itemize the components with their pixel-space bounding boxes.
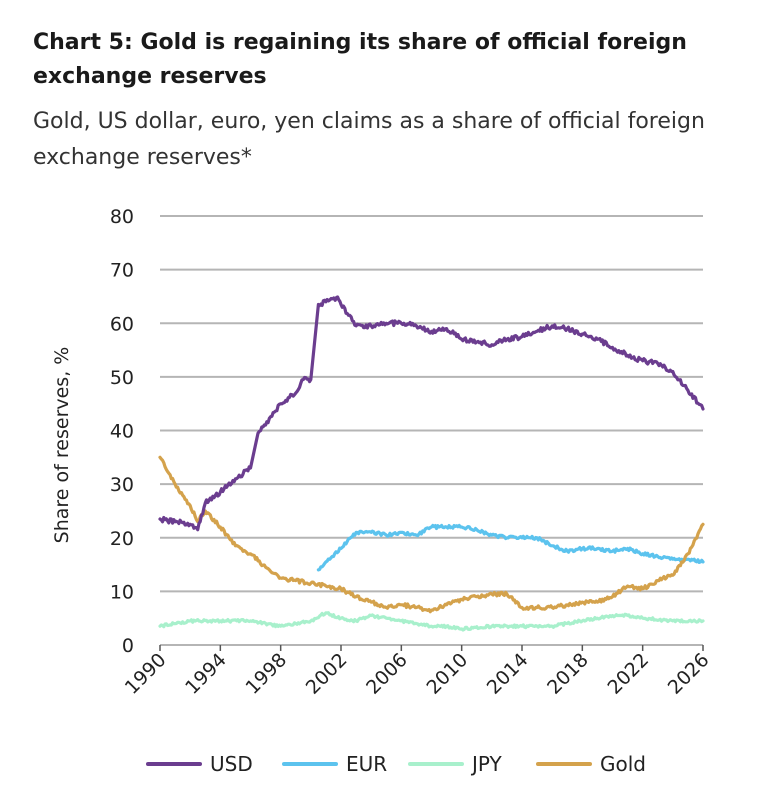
x-tick-label: 2002 [302,649,352,699]
y-tick-label: 60 [110,313,134,335]
series-line-jpy [158,611,705,632]
chart-subtitle: Gold, US dollar, euro, yen claims as a s… [33,109,705,170]
series-line-gold [158,455,705,614]
y-tick-label: 20 [110,528,134,550]
x-tick-label: 2022 [603,649,653,699]
x-tick-label: 2026 [664,649,714,699]
legend-label-gold: Gold [600,752,646,776]
y-tick-label: 70 [110,260,134,282]
x-tick-label: 2018 [543,649,593,699]
x-tick-label: 2014 [483,649,533,699]
legend-label-usd: USD [210,752,253,776]
y-axis-title: Share of reserves, % [51,347,73,544]
y-tick-label: 40 [110,421,134,443]
x-tick-label: 1994 [181,649,231,699]
x-axis-ticks: 1990 1994 1998 2002 2006 2010 2014 2018 2022 2026 [121,645,714,699]
chart-title: Chart 5: Gold is regaining its share of … [33,30,687,89]
y-tick-label: 0 [122,635,134,657]
y-tick-label: 80 [110,206,134,228]
grid-lines [160,215,703,646]
legend: USD EUR JPY Gold [146,752,646,776]
series-line-usd [158,295,705,532]
x-tick-label: 2010 [422,649,472,699]
y-tick-label: 10 [110,581,134,603]
y-axis-ticks: 0 10 20 30 40 50 60 70 80 [110,206,134,657]
y-tick-label: 50 [110,367,134,389]
series-line-eur [316,523,705,572]
x-tick-label: 1998 [241,649,291,699]
x-tick-label: 2006 [362,649,412,699]
y-tick-label: 30 [110,474,134,496]
legend-label-eur: EUR [346,752,387,776]
series-lines [158,295,705,632]
legend-label-jpy: JPY [470,752,503,776]
